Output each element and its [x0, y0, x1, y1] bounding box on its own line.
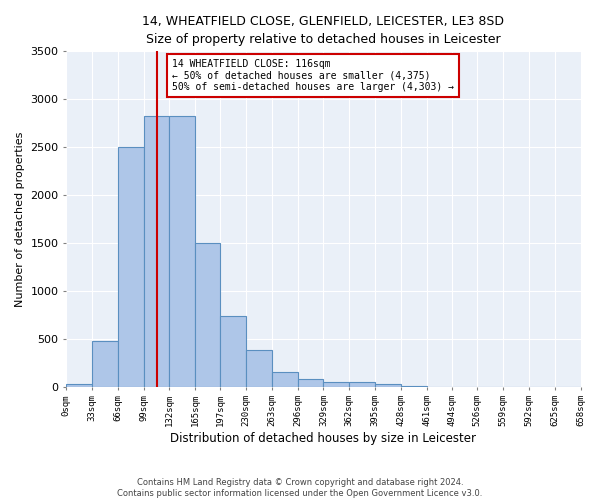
Title: 14, WHEATFIELD CLOSE, GLENFIELD, LEICESTER, LE3 8SD
Size of property relative to: 14, WHEATFIELD CLOSE, GLENFIELD, LEICEST… [142, 15, 505, 46]
Bar [323, 382, 349, 386]
Bar [375, 384, 401, 386]
Bar [349, 382, 375, 386]
Text: Contains HM Land Registry data © Crown copyright and database right 2024.
Contai: Contains HM Land Registry data © Crown c… [118, 478, 482, 498]
Bar [143, 116, 169, 386]
Bar [246, 350, 272, 387]
Bar [195, 243, 220, 386]
Bar [298, 380, 323, 386]
Text: 14 WHEATFIELD CLOSE: 116sqm
← 50% of detached houses are smaller (4,375)
50% of : 14 WHEATFIELD CLOSE: 116sqm ← 50% of det… [172, 59, 454, 92]
Bar [272, 372, 298, 386]
Bar [67, 384, 92, 386]
Bar [169, 116, 195, 386]
Bar [92, 340, 118, 386]
Bar [220, 316, 246, 386]
Y-axis label: Number of detached properties: Number of detached properties [15, 132, 25, 306]
Bar [118, 147, 143, 386]
X-axis label: Distribution of detached houses by size in Leicester: Distribution of detached houses by size … [170, 432, 476, 445]
